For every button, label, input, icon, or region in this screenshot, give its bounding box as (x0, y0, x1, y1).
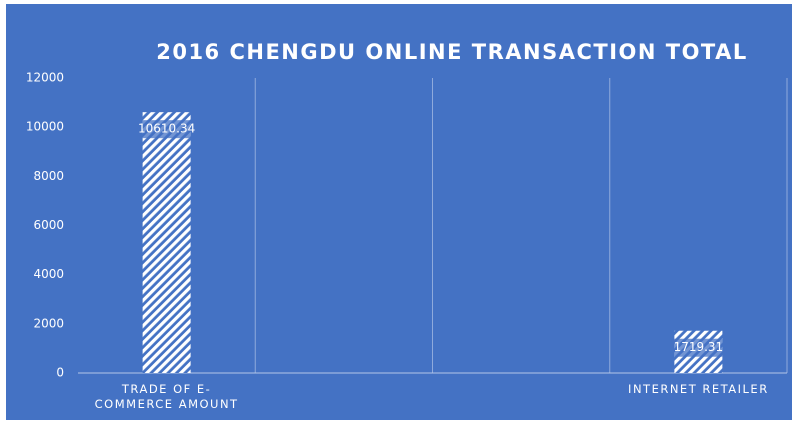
chart-background (6, 4, 792, 420)
x-tick-label: INTERNET RETAILER (628, 382, 769, 396)
y-tick-label: 10000 (26, 120, 64, 134)
y-tick-label: 4000 (33, 267, 64, 281)
y-tick-label: 8000 (33, 169, 64, 183)
y-tick-label: 2000 (33, 316, 64, 330)
y-tick-label: 12000 (26, 71, 64, 85)
x-tick-label: TRADE OF E-COMMERCE AMOUNT (94, 382, 239, 411)
bar (142, 112, 191, 373)
data-label-background (142, 120, 191, 139)
data-label-background (674, 338, 723, 357)
y-tick-label: 6000 (33, 218, 64, 232)
y-tick-label: 0 (56, 366, 64, 380)
chart-title: 2016 CHENGDU ONLINE TRANSACTION TOTAL (156, 40, 748, 64)
data-label: 10610.34 (138, 122, 195, 136)
data-label: 1719.31 (674, 340, 724, 354)
